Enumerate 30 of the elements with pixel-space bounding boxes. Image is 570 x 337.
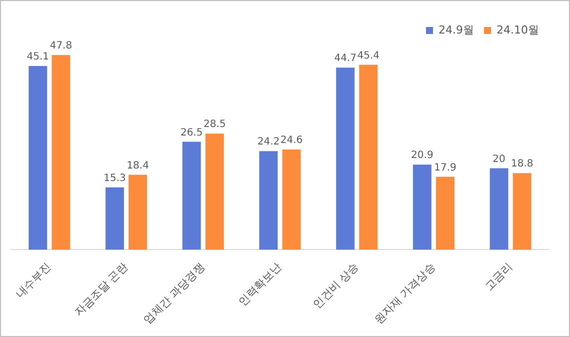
bar: [512, 173, 532, 250]
data-label: 24.6: [280, 135, 303, 146]
data-label: 24.2: [257, 136, 280, 148]
data-label: 47.8: [50, 40, 72, 52]
data-label: 45.4: [357, 50, 380, 62]
bar: [52, 54, 70, 250]
bar: [412, 164, 432, 250]
data-label: 15.3: [104, 172, 126, 184]
bar: [436, 176, 454, 250]
bar: [106, 187, 124, 250]
data-label: 20.9: [411, 150, 434, 162]
bar: [359, 64, 378, 250]
bar: [128, 174, 148, 250]
bar: [259, 151, 278, 250]
bar: [205, 134, 224, 250]
data-label: 28.5: [204, 119, 226, 130]
data-label: 17.9: [434, 162, 456, 174]
data-label: 44.7: [334, 53, 356, 64]
legend-label: 24.10월: [496, 23, 540, 36]
bar: [336, 68, 355, 250]
data-label: 26.5: [180, 127, 203, 138]
bar: [182, 142, 201, 250]
data-label: 45.1: [26, 52, 50, 63]
bar: [282, 150, 301, 250]
data-label: 18.8: [510, 158, 534, 170]
legend-label: 24.9월: [438, 23, 474, 36]
data-label: 20: [492, 154, 506, 165]
bar: [490, 168, 508, 250]
data-label: 18.4: [126, 160, 149, 172]
bar: [28, 66, 48, 250]
